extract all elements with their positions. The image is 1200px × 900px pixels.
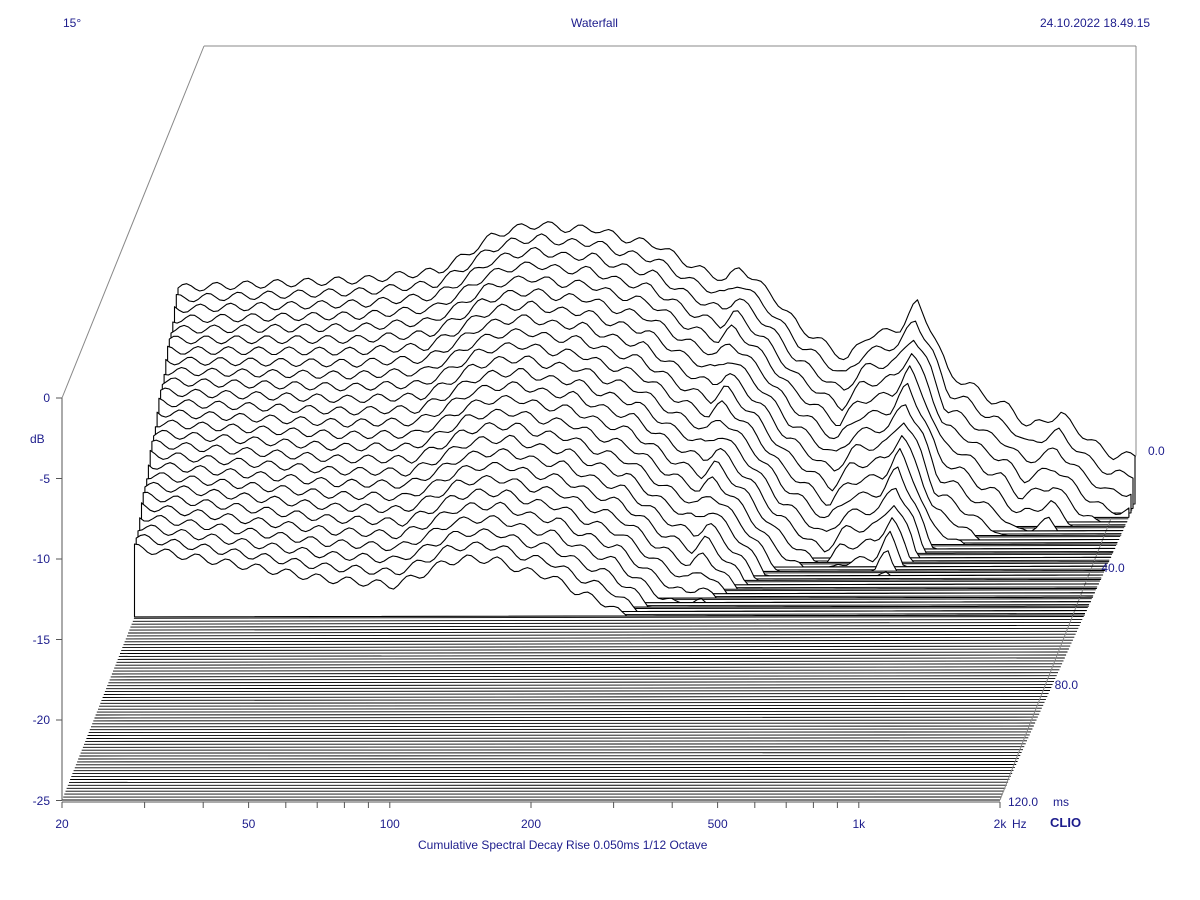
floor-line xyxy=(87,734,1030,736)
floor-line xyxy=(108,681,1055,684)
chart-title: Waterfall xyxy=(571,16,618,30)
x-tick-label: 50 xyxy=(241,817,256,831)
y-tick-label: -15 xyxy=(32,632,50,647)
floor-line xyxy=(102,695,1048,698)
floor-line xyxy=(104,690,1051,693)
chart-caption: Cumulative Spectral Decay Rise 0.050ms 1… xyxy=(418,838,708,852)
floor-line xyxy=(126,633,1076,637)
y-tick-label: 0 xyxy=(43,391,50,405)
decay-slice xyxy=(133,543,1085,618)
y-tick-label: -10 xyxy=(32,552,50,566)
floor-line xyxy=(81,749,1024,751)
floor-line xyxy=(106,687,1052,690)
floor-line xyxy=(94,716,1038,719)
floor-line xyxy=(124,639,1073,643)
floor-line xyxy=(131,621,1082,625)
floor-line xyxy=(80,752,1022,754)
y-tick-label: -5 xyxy=(39,471,50,486)
left-perspective-edge xyxy=(61,45,205,399)
floor-line xyxy=(107,684,1053,687)
floor-line xyxy=(97,707,1042,710)
floor-line xyxy=(88,731,1032,734)
x-tick-label: 2k xyxy=(993,817,1007,831)
floor-line xyxy=(121,648,1069,652)
floor-line xyxy=(111,672,1059,675)
floor-line xyxy=(122,645,1071,649)
floor-line xyxy=(109,678,1056,681)
floor-line xyxy=(123,642,1072,646)
floor-line xyxy=(99,704,1044,707)
x-tick-label: 100 xyxy=(379,817,400,831)
floor-line xyxy=(128,630,1078,634)
x-tick-label: 500 xyxy=(707,817,728,831)
floor-line xyxy=(114,666,1061,669)
z-tick-label: 120.0 xyxy=(1008,795,1039,809)
y-tick-label: -20 xyxy=(32,713,50,727)
angle-label: 15° xyxy=(63,16,82,30)
decay-slices xyxy=(133,221,1136,618)
z-tick-label: 40.0 xyxy=(1101,561,1125,575)
floor-line xyxy=(96,710,1041,713)
clio-brand: CLIO xyxy=(1050,815,1082,830)
floor-line xyxy=(132,618,1083,622)
floor-line xyxy=(85,740,1028,742)
x-tick-label: 200 xyxy=(520,817,542,831)
floor-line xyxy=(86,737,1029,739)
floor-line xyxy=(89,728,1033,731)
floor-line xyxy=(115,663,1063,666)
floor-line xyxy=(100,701,1045,704)
floor-line xyxy=(130,624,1080,628)
floor-line xyxy=(82,746,1025,748)
floor-line xyxy=(125,636,1075,640)
floor-line xyxy=(90,725,1034,728)
floor-line xyxy=(118,654,1067,657)
timestamp: 24.10.2022 18.49.15 xyxy=(1040,16,1151,30)
floor-line xyxy=(95,713,1040,716)
floor-line xyxy=(93,719,1037,722)
y-tick-label: -25 xyxy=(32,793,50,808)
x-axis-ticks xyxy=(61,802,1001,808)
x-tick-label: 20 xyxy=(55,817,69,831)
floor-line xyxy=(133,616,1084,619)
floor-line xyxy=(129,627,1079,631)
floor-line xyxy=(119,651,1068,654)
x-axis-unit: Hz xyxy=(1012,817,1027,831)
floor-line xyxy=(110,675,1057,678)
floor-line xyxy=(92,722,1036,725)
y-axis-title: dB xyxy=(30,432,45,446)
floor-line xyxy=(103,692,1049,695)
x-tick-label: 1k xyxy=(852,817,866,831)
floor-line xyxy=(83,743,1026,745)
floor-line xyxy=(112,669,1060,672)
z-tick-label: 0.0 xyxy=(1148,444,1165,458)
floor-line xyxy=(101,698,1046,701)
floor-line xyxy=(116,660,1064,663)
z-tick-label: 80.0 xyxy=(1054,678,1079,692)
z-axis-unit: ms xyxy=(1053,795,1069,809)
floor-line xyxy=(117,657,1065,660)
